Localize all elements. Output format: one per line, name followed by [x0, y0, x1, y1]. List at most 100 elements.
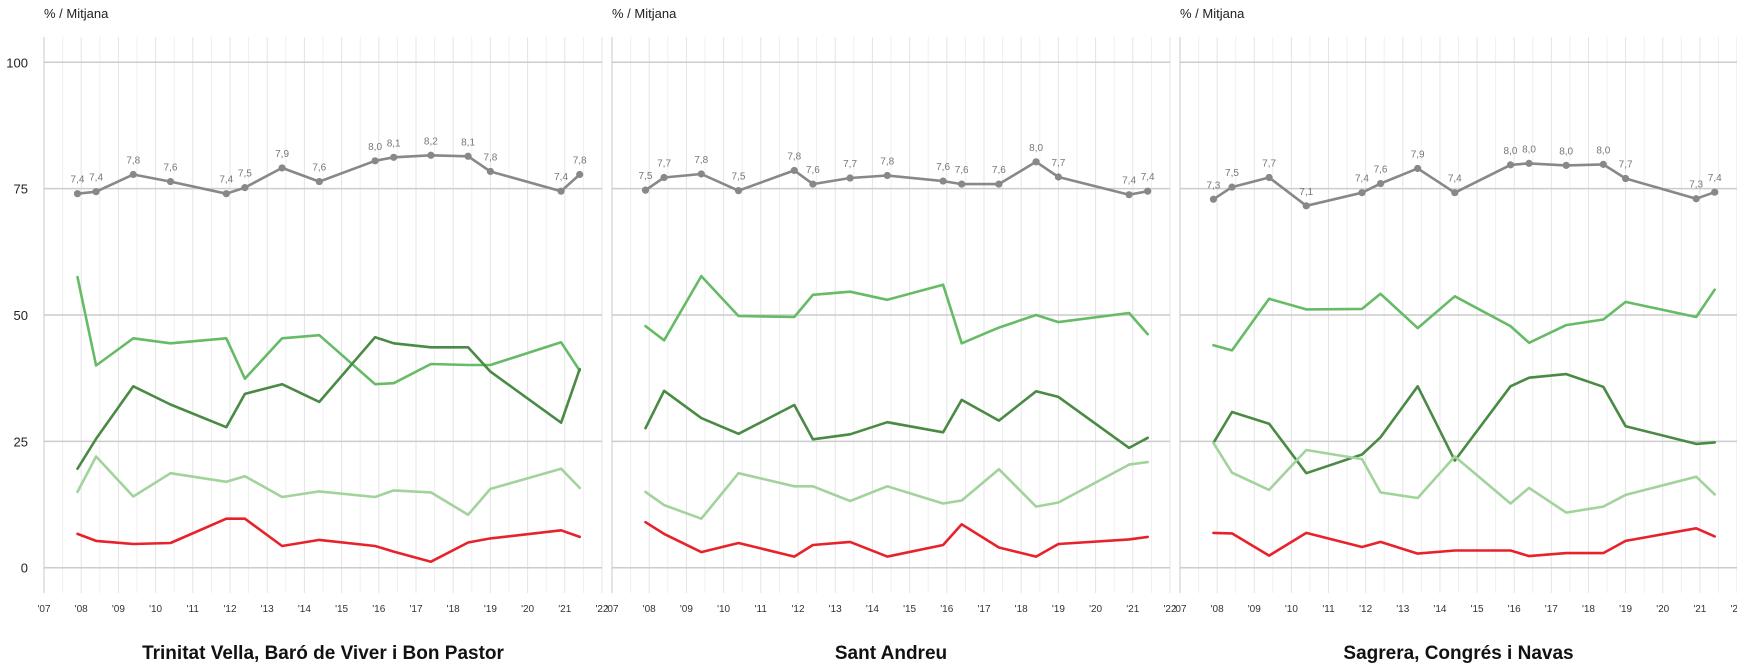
data-label: 8,1 — [387, 138, 401, 149]
data-label: 7,7 — [657, 159, 671, 170]
panel-title: Sagrera, Congrés i Navas — [1343, 643, 1573, 664]
data-label: 7,6 — [806, 165, 820, 176]
x-tick-label: '19 — [484, 604, 497, 615]
data-label: 7,4 — [1141, 172, 1155, 183]
x-tick-label: '16 — [372, 604, 385, 615]
x-tick-label: '21 — [1693, 604, 1706, 615]
x-tick-label: '18 — [1582, 604, 1595, 615]
x-tick-label: '15 — [335, 604, 348, 615]
x-tick-label: '20 — [521, 604, 534, 615]
data-label: 8,1 — [461, 137, 475, 148]
x-tick-label: '13 — [261, 604, 274, 615]
data-label: 8,0 — [368, 142, 382, 153]
y-tick-label: 0 — [21, 561, 28, 576]
data-point — [371, 157, 379, 165]
series-line-4 — [644, 460, 1149, 520]
series-line-1 — [1212, 162, 1716, 208]
data-label: 7,7 — [843, 159, 857, 170]
data-point — [1622, 174, 1630, 183]
data-label: 7,8 — [573, 155, 587, 166]
data-point — [1506, 161, 1515, 169]
x-tick-label: '12 — [791, 604, 804, 615]
data-label: 7,4 — [89, 173, 103, 184]
data-label: 7,7 — [1619, 160, 1633, 171]
x-tick-label: '08 — [1211, 604, 1224, 615]
data-point — [1451, 189, 1459, 197]
data-label: 7,5 — [732, 172, 746, 183]
x-tick-label: '13 — [829, 604, 842, 615]
x-tick-label: '12 — [1359, 604, 1372, 615]
data-label: 7,8 — [787, 151, 801, 162]
x-tick-label: '11 — [755, 604, 768, 615]
y-axis-label: % / Mitjana — [612, 6, 677, 21]
data-label: 7,1 — [1299, 187, 1313, 198]
data-point — [1711, 188, 1719, 196]
y-axis-label: % / Mitjana — [1180, 6, 1245, 21]
data-point — [486, 167, 494, 176]
data-point — [1054, 173, 1062, 181]
x-tick-label: '09 — [112, 604, 125, 615]
y-tick-label: 75 — [14, 182, 28, 197]
data-point — [1125, 191, 1133, 199]
data-point — [1265, 173, 1273, 182]
x-tick-label: '15 — [903, 604, 916, 615]
data-point — [73, 190, 82, 198]
data-point — [1144, 187, 1152, 195]
data-point — [166, 177, 175, 186]
data-point — [278, 164, 286, 172]
data-label: 8,0 — [1504, 146, 1518, 157]
data-point — [241, 184, 249, 192]
x-tick-label: '20 — [1656, 604, 1669, 615]
data-label: 7,8 — [880, 156, 894, 167]
series-line-4 — [1212, 441, 1716, 514]
x-tick-label: '15 — [1471, 604, 1484, 615]
x-tick-label: '14 — [298, 604, 311, 615]
data-point — [1358, 189, 1366, 197]
data-label: 8,0 — [1522, 144, 1536, 155]
data-label: 7,4 — [1708, 173, 1722, 184]
x-tick-label: '09 — [1248, 604, 1261, 615]
data-point — [734, 187, 743, 195]
data-point — [390, 153, 398, 161]
data-point — [995, 180, 1003, 188]
data-point — [809, 180, 817, 188]
data-label: 7,4 — [1355, 174, 1369, 185]
data-label: 7,6 — [312, 163, 326, 174]
data-point — [315, 177, 323, 186]
x-tick-label: '18 — [447, 604, 460, 615]
data-point — [1414, 164, 1422, 173]
data-point — [464, 152, 472, 160]
x-tick-label: '12 — [223, 604, 236, 615]
data-point — [1599, 160, 1607, 168]
data-label: 7,4 — [554, 172, 568, 183]
data-label: 7,8 — [483, 152, 497, 163]
data-label: 7,7 — [1262, 159, 1276, 170]
data-point — [576, 170, 584, 179]
data-point — [883, 171, 891, 180]
x-tick-label: '19 — [1052, 604, 1065, 615]
data-point — [939, 177, 947, 185]
data-point — [1376, 179, 1385, 188]
series-line-5 — [76, 517, 581, 563]
x-tick-label: '22 — [1730, 604, 1737, 615]
data-point — [557, 187, 565, 195]
data-point — [1209, 195, 1218, 203]
x-tick-label: '14 — [866, 604, 879, 615]
data-point — [222, 190, 230, 198]
x-tick-label: '21 — [1126, 604, 1139, 615]
x-tick-label: '10 — [717, 604, 730, 615]
data-point — [1032, 158, 1040, 166]
series-line-4 — [76, 455, 581, 516]
x-tick-label: '22 — [1163, 604, 1176, 615]
x-tick-label: '14 — [1433, 604, 1446, 615]
series-line-2 — [76, 275, 581, 386]
data-label: 7,6 — [955, 165, 969, 176]
panel-title: Sant Andreu — [835, 643, 947, 664]
data-label: 7,7 — [1051, 158, 1065, 169]
data-point — [790, 166, 798, 175]
series-line-5 — [644, 520, 1149, 558]
data-label: 7,5 — [1225, 168, 1239, 179]
data-label: 8,2 — [424, 136, 438, 147]
data-label: 8,0 — [1559, 146, 1573, 157]
